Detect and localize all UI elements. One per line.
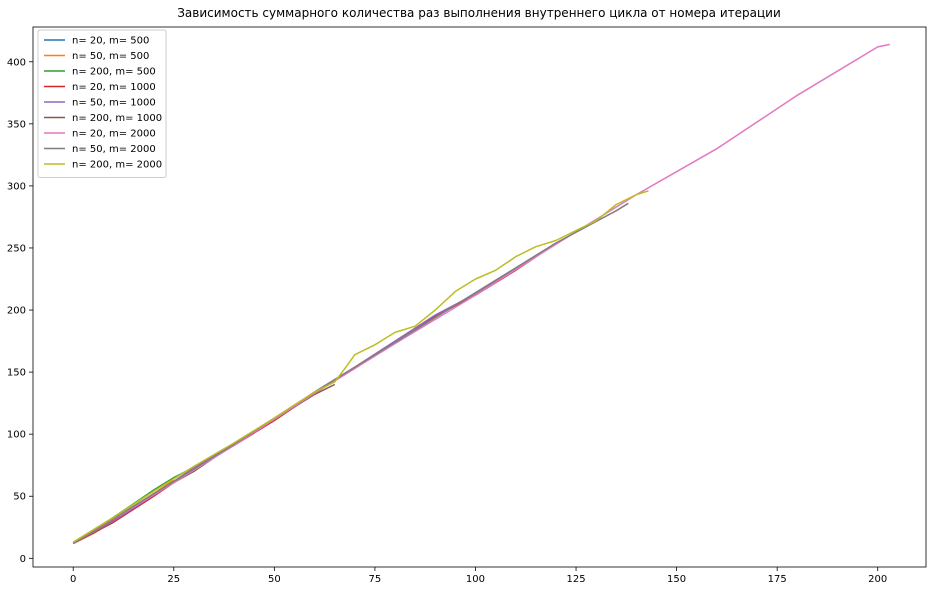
y-tick-label-4: 200: [7, 306, 26, 317]
y-tick-label-6: 300: [7, 181, 26, 192]
legend-label-1: n= 50, m= 500: [72, 51, 149, 62]
y-tick-label-8: 400: [7, 57, 26, 68]
x-tick-label-8: 200: [868, 574, 887, 585]
legend: n= 20, m= 500 n= 50, m= 500 n= 200, m= 500…: [37, 29, 167, 178]
series-line-8: [72, 190, 649, 543]
series-layer: [72, 43, 890, 545]
legend-label-4: n= 50, m= 1000: [72, 98, 156, 109]
y-tick-label-3: 150: [7, 368, 26, 379]
legend-label-0: n= 20, m= 500: [72, 36, 149, 47]
y-tick-label-5: 250: [7, 243, 26, 254]
x-tick-label-0: 0: [70, 574, 76, 585]
legend-label-8: n= 200, m= 2000: [72, 160, 162, 171]
x-tick-label-7: 175: [768, 574, 787, 585]
legend-label-7: n= 50, m= 2000: [72, 144, 156, 155]
x-tick-label-1: 25: [167, 574, 180, 585]
legend-label-3: n= 20, m= 1000: [72, 82, 156, 93]
y-tick-label-1: 50: [13, 492, 26, 503]
x-tick-label-4: 100: [466, 574, 485, 585]
y-tick-label-2: 100: [7, 430, 26, 441]
y-axis: 0 50 100 150 200 250 300 350 400: [7, 57, 33, 565]
x-axis: 0 25 50 75 100 125 150 175 200: [70, 567, 887, 585]
legend-label-6: n= 20, m= 2000: [72, 129, 156, 140]
x-tick-label-3: 75: [369, 574, 382, 585]
x-tick-label-6: 150: [667, 574, 686, 585]
x-tick-label-5: 125: [566, 574, 585, 585]
legend-box: [37, 29, 167, 178]
chart-title: Зависимость суммарного количества раз вы…: [177, 6, 781, 20]
y-tick-label-7: 350: [7, 119, 26, 130]
y-tick-label-0: 0: [20, 554, 26, 565]
legend-label-5: n= 200, m= 1000: [72, 113, 162, 124]
series-line-6: [72, 43, 890, 545]
x-tick-label-2: 50: [268, 574, 281, 585]
legend-label-2: n= 200, m= 500: [72, 67, 156, 78]
